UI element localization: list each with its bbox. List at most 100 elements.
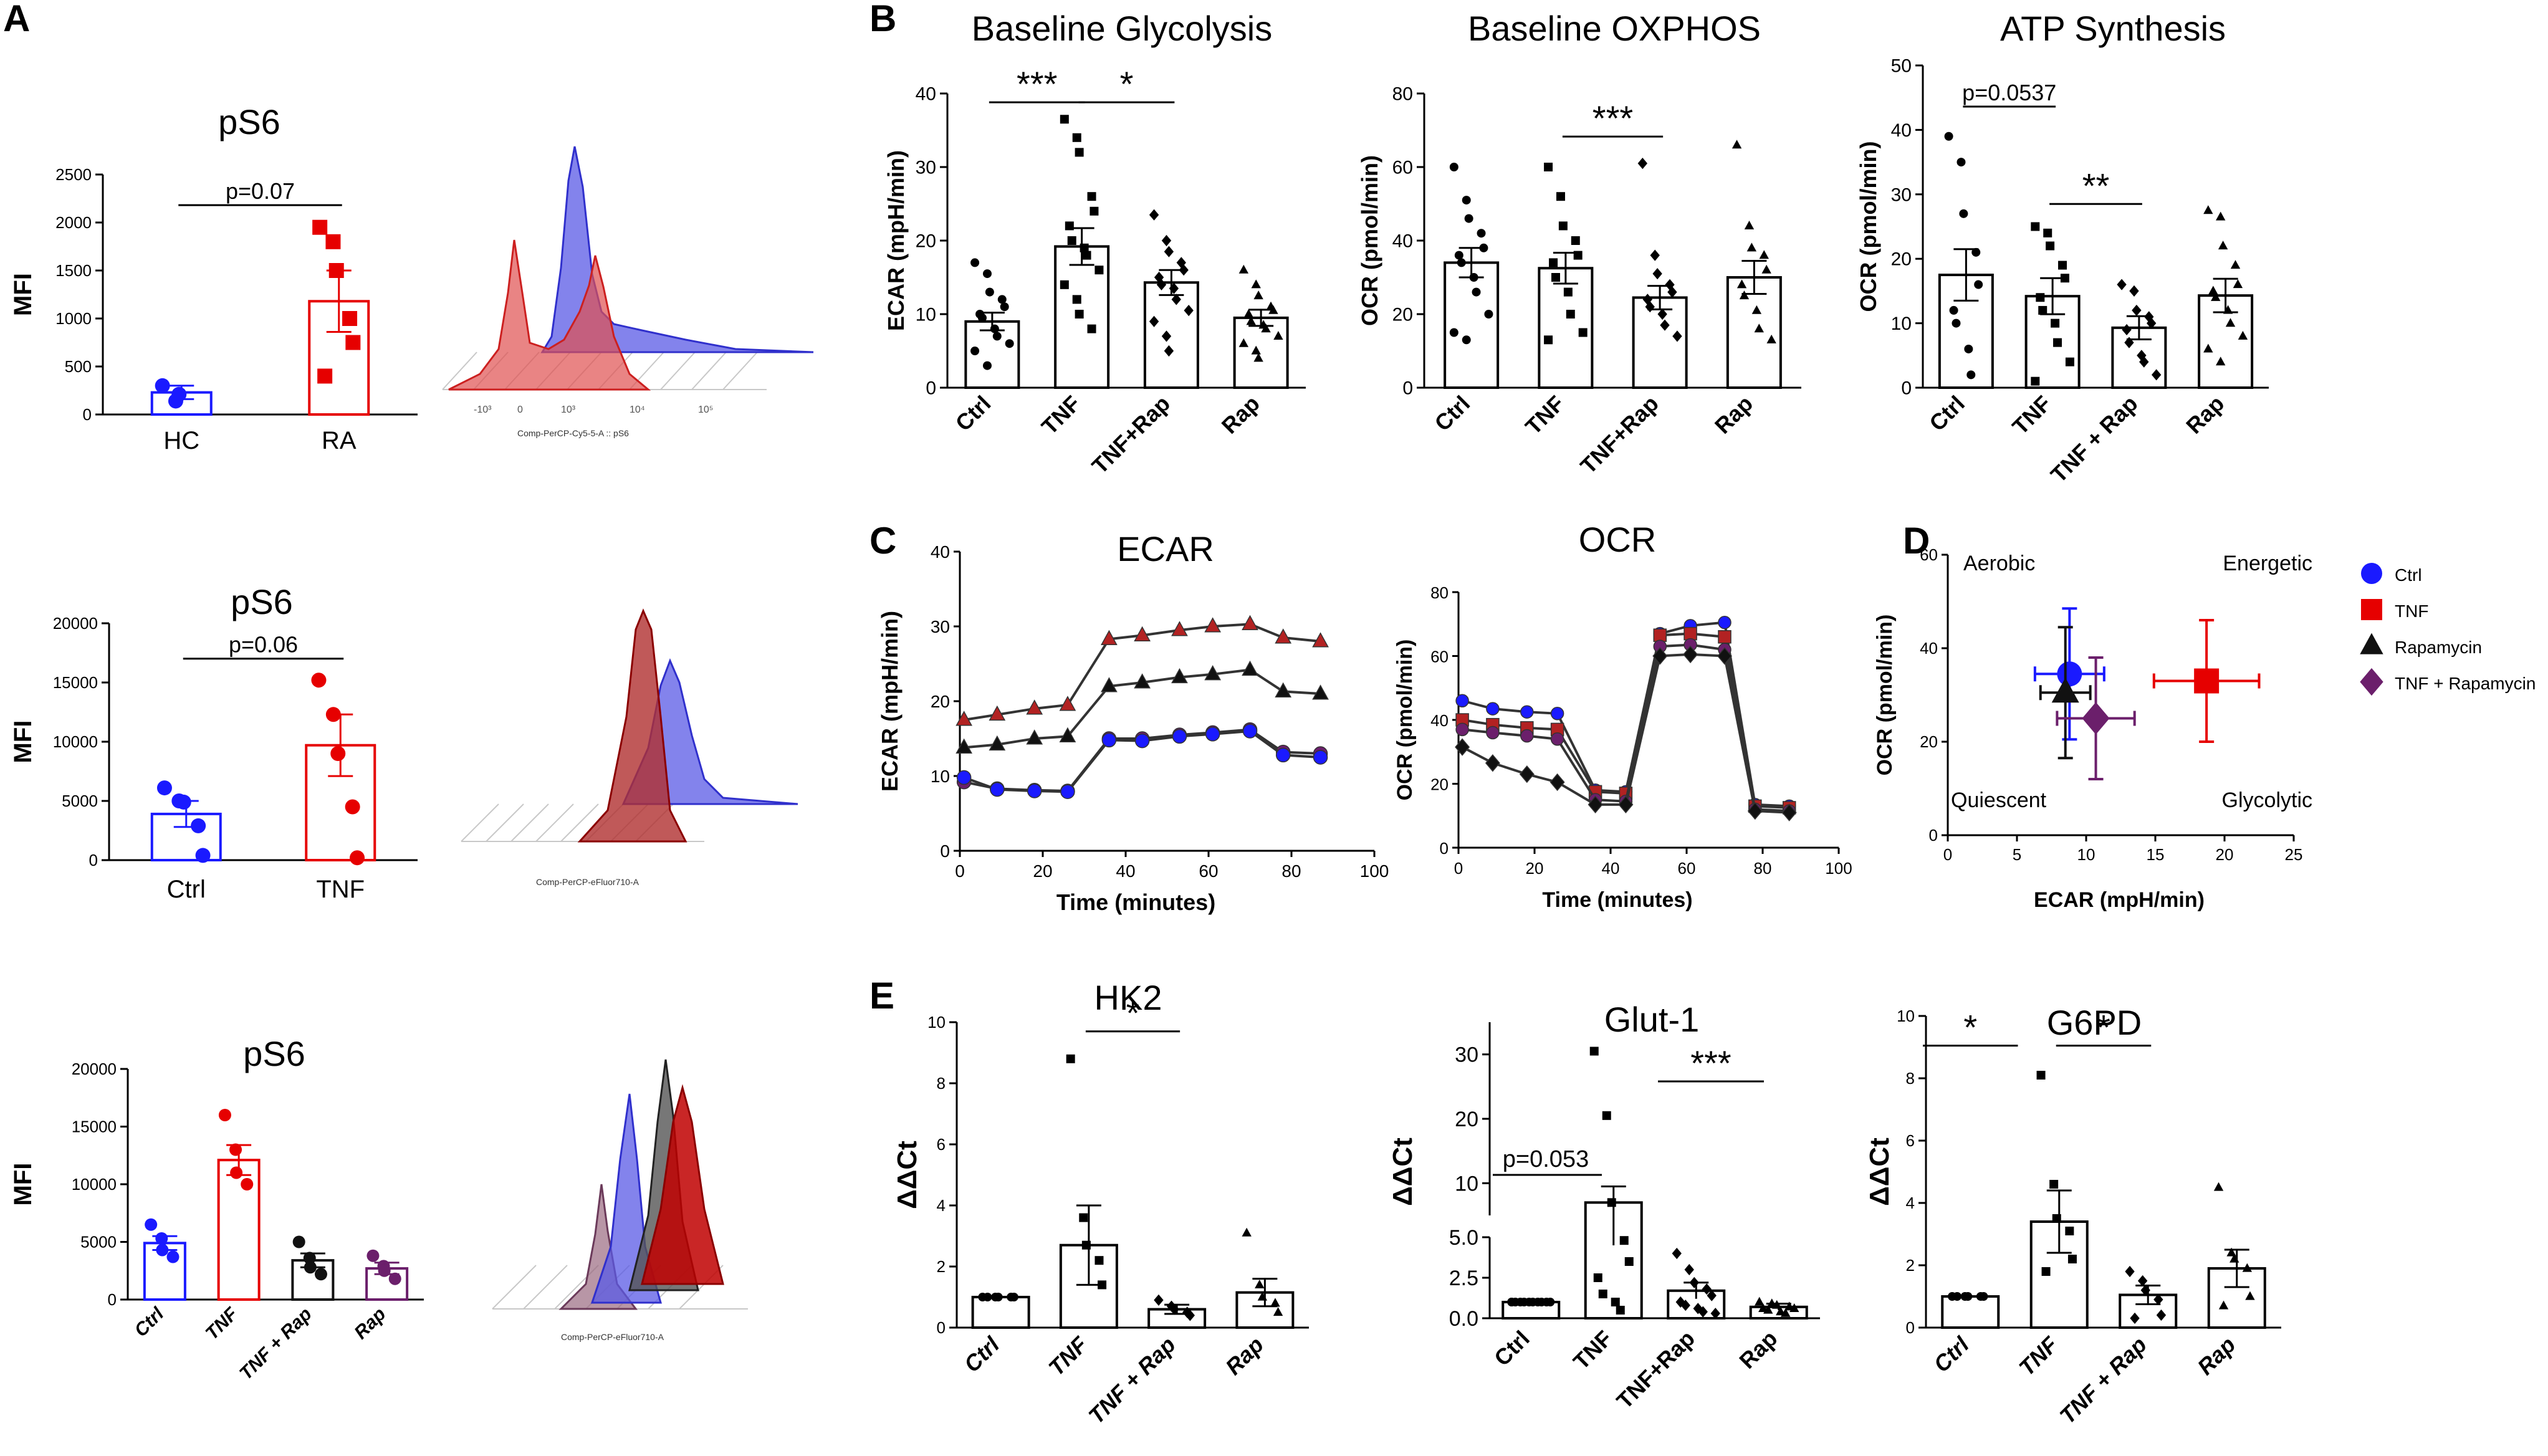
data-point — [1462, 335, 1471, 345]
y-tick-label: 80 — [1392, 84, 1413, 105]
series-point — [1455, 694, 1469, 707]
x-tick-label: 40 — [1602, 859, 1620, 878]
data-point — [1156, 279, 1167, 290]
data-point — [1652, 268, 1662, 280]
series-point — [1275, 628, 1292, 644]
data-point — [1270, 1298, 1280, 1307]
data-point — [2146, 317, 2157, 329]
series-point — [1485, 754, 1500, 772]
data-point — [1949, 305, 1958, 315]
data-point — [1149, 209, 1159, 221]
legend-label: TNF + Rapamycin — [2395, 674, 2536, 693]
data-point — [970, 347, 980, 355]
y-axis-label: ECAR (mpH/min) — [883, 150, 909, 331]
x-tick-label: TNF — [316, 876, 365, 903]
data-point — [2065, 357, 2074, 366]
series-point — [1486, 702, 1500, 716]
y-tick-label: 20 — [1920, 732, 1938, 751]
series-point — [1275, 682, 1292, 697]
data-point — [2245, 1291, 2255, 1300]
data-point — [1082, 251, 1091, 260]
data-point — [317, 368, 333, 384]
data-point — [345, 799, 360, 815]
y-tick-label: 0 — [1901, 378, 1912, 399]
data-point — [1544, 335, 1553, 345]
y-tick-label: 50 — [1891, 56, 1912, 77]
flow-histogram-2-red-peak — [577, 608, 687, 843]
significance-label: * — [1126, 994, 1140, 1033]
chart-a2-ps6-ctrl-tnf: pS6 MFI 0 5000 10000 15000 20000 Ctrl TNF p=0.06 — [9, 582, 418, 903]
data-point — [1957, 158, 1966, 167]
y-axis-label: OCR (pmol/min) — [1856, 141, 1881, 312]
y-tick-label: 30 — [931, 617, 950, 636]
y-tick-label: 6 — [937, 1135, 946, 1154]
series-point — [956, 738, 973, 754]
data-point — [970, 258, 980, 267]
y-tick-label: 15000 — [53, 673, 98, 692]
data-point — [977, 313, 987, 322]
data-point — [1761, 264, 1771, 274]
data-point — [992, 332, 1002, 341]
data-point — [2203, 205, 2213, 214]
data-point — [1551, 273, 1560, 282]
y-axis-label: ΔΔCt — [1387, 1138, 1418, 1206]
y-tick-label: 30 — [1891, 184, 1912, 205]
data-point — [2117, 279, 2127, 290]
data-point — [2203, 343, 2213, 353]
y-tick-label: 1500 — [55, 261, 92, 280]
x-tick-label: 60 — [1678, 859, 1696, 878]
data-point — [1781, 1308, 1791, 1317]
chart-title: Baseline Glycolysis — [972, 9, 1272, 48]
data-point — [2230, 260, 2241, 269]
significance-label: *** — [1593, 98, 1633, 138]
data-point — [982, 361, 992, 370]
series-point — [1717, 647, 1732, 665]
panel-letter-b: B — [869, 0, 896, 39]
y-axis-label: ΔΔCt — [1864, 1138, 1895, 1206]
y-tick-label: 20000 — [72, 1060, 117, 1078]
panel-letter-d: D — [1903, 520, 1930, 562]
y-axis-label: OCR (pmol/min) — [1357, 155, 1382, 326]
data-point — [1571, 236, 1580, 245]
data-point — [1563, 287, 1573, 297]
significance-label: * — [1963, 1008, 1977, 1047]
series-point — [1455, 738, 1470, 756]
data-point — [1164, 246, 1174, 257]
series-point — [1171, 621, 1188, 636]
data-point — [1009, 1293, 1018, 1301]
series-point — [1060, 784, 1075, 799]
data-point — [1184, 305, 1194, 317]
y-tick-label: 30 — [1455, 1043, 1478, 1067]
data-point — [1075, 148, 1084, 157]
data-point — [166, 1250, 180, 1263]
y-tick-label: 10 — [1891, 314, 1912, 334]
data-point — [2041, 1267, 2051, 1276]
quadrant-label-energetic: Energetic — [2223, 552, 2312, 575]
data-point — [1273, 1307, 1283, 1316]
data-point — [1680, 1300, 1690, 1311]
chart-title: OCR — [1579, 520, 1656, 559]
chart-title: Glut-1 — [1604, 1000, 1700, 1039]
data-point — [1094, 266, 1104, 275]
data-point — [1067, 236, 1076, 245]
y-tick-label: 0 — [937, 1318, 946, 1337]
data-point — [2137, 1275, 2148, 1287]
series-point — [1455, 722, 1469, 737]
series-point — [1549, 773, 1565, 792]
series-point — [1312, 632, 1329, 648]
data-point — [1759, 250, 1769, 259]
data-point — [195, 848, 211, 863]
x-tick-label: 0 — [1454, 859, 1463, 878]
data-point — [2156, 1309, 2167, 1321]
data-point — [1979, 1292, 1988, 1301]
series-point — [1486, 726, 1500, 740]
y-axis-label: MFI — [9, 1163, 37, 1206]
y-tick-label: 0 — [1402, 378, 1413, 399]
data-point — [1090, 206, 1099, 216]
data-point — [1449, 328, 1458, 337]
series-point — [1101, 677, 1118, 692]
data-point — [2051, 318, 2060, 328]
series-point — [1652, 647, 1668, 665]
flow-histogram-3-axis-label: Comp-PerCP-eFluor710-A — [561, 1332, 664, 1342]
data-point — [1963, 1292, 1973, 1301]
